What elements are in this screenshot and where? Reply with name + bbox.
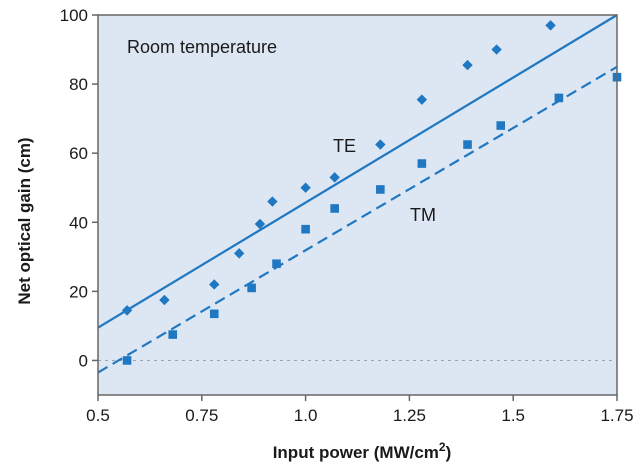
data-point-te — [267, 196, 278, 207]
x-axis-title: Input power (MW/cm2) — [273, 440, 452, 462]
data-point-te — [254, 218, 266, 230]
data-point-te — [545, 20, 556, 31]
fit-lines — [97, 14, 618, 374]
data-point-tm — [376, 185, 385, 194]
x-tick-label: 1.5 — [501, 406, 525, 425]
fit-line-te — [97, 14, 618, 329]
data-point-te — [300, 182, 311, 193]
x-tick-label: 1.25 — [393, 406, 426, 425]
data-point-te — [159, 294, 170, 306]
data-point-tm — [272, 259, 281, 269]
y-tick-label: 100 — [60, 6, 88, 25]
series-label-te: TE — [333, 136, 356, 156]
data-point-tm — [209, 309, 219, 319]
data-point-te — [121, 305, 133, 316]
data-point-te — [209, 279, 220, 290]
data-point-te — [462, 59, 473, 71]
series-label-tm: TM — [410, 205, 436, 225]
y-tick-label: 80 — [69, 75, 88, 94]
data-point-te — [329, 172, 340, 183]
x-axis-title-main: Input power (MW/cm — [273, 443, 439, 462]
x-axis-title-superscript: 2 — [439, 440, 446, 454]
y-tick-label: 0 — [79, 351, 88, 370]
data-point-tm — [463, 140, 472, 149]
plot-area — [98, 15, 617, 395]
x-axis-ticks: 0.5 0.75 1.0 1.25 1.5 1.75 — [86, 395, 634, 425]
fit-line-tm — [97, 65, 618, 374]
data-point-tm — [301, 224, 310, 234]
annotation-room-temperature: Room temperature — [127, 37, 277, 57]
data-point-te — [233, 248, 245, 259]
data-point-te — [375, 139, 386, 150]
x-tick-label: 1.0 — [294, 406, 318, 425]
data-point-tm — [554, 93, 564, 103]
y-tick-label: 60 — [69, 144, 88, 163]
y-tick-label: 20 — [69, 282, 88, 301]
y-axis-ticks: 0 20 40 60 80 100 — [60, 6, 98, 370]
x-axis-title-end: ) — [446, 443, 452, 462]
data-markers — [121, 20, 622, 365]
y-tick-label: 40 — [69, 213, 88, 232]
data-point-tm — [330, 204, 339, 213]
data-point-te — [491, 44, 502, 55]
data-point-tm — [417, 159, 427, 168]
data-point-te — [416, 94, 428, 105]
data-point-tm — [247, 283, 256, 293]
x-tick-label: 0.75 — [185, 406, 218, 425]
data-point-tm — [122, 356, 132, 365]
y-axis-title: Net optical gain (cm) — [15, 137, 34, 304]
data-point-tm — [496, 121, 506, 130]
x-tick-label: 0.5 — [86, 406, 110, 425]
plot-frame — [97, 14, 618, 396]
data-point-tm — [168, 330, 178, 339]
x-tick-label: 1.75 — [600, 406, 633, 425]
